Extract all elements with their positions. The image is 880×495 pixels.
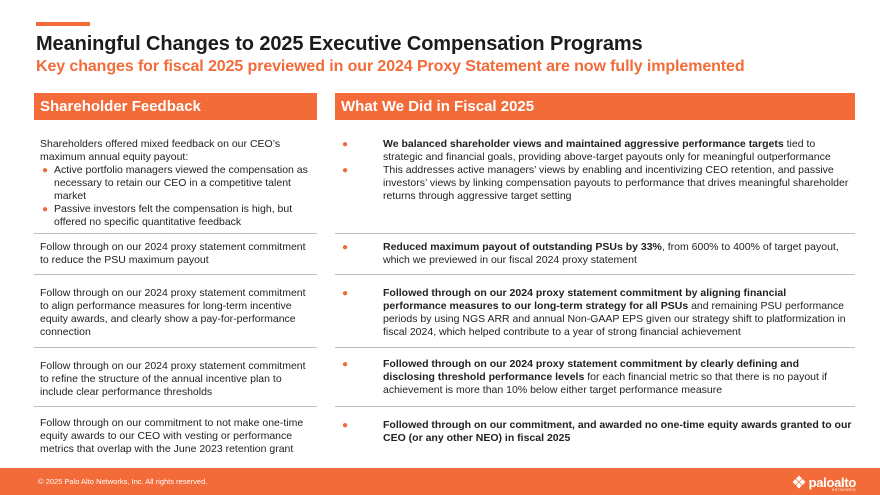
bullet-icon: ● [342,242,349,253]
what-we-did-header: What We Did in Fiscal 2025 [335,93,855,120]
bullet-icon: ● [42,204,49,215]
list-item: ● We balanced shareholder views and maint… [342,138,831,163]
row-divider [34,347,317,348]
row-divider [335,347,855,348]
row-1-feedback: Shareholders offered mixed feedback on o… [40,138,310,229]
row-3-feedback: Follow through on our 2024 proxy stateme… [40,287,306,338]
bullet-icon: ● [342,420,349,431]
list-item: ● Passive investors felt the compensation… [42,203,293,228]
paloalto-logo-icon [792,475,806,489]
row-1-feedback-intro: Shareholders offered mixed feedback on o… [40,138,281,163]
shareholder-feedback-header: Shareholder Feedback [34,93,317,120]
footer-bar: © 2025 Palo Alto Networks, Inc. All righ… [0,468,880,495]
row-3-action: ● Followed through on our 2024 proxy stat… [340,287,852,339]
row-2-feedback: Follow through on our 2024 proxy stateme… [40,241,306,266]
copyright-text: © 2025 Palo Alto Networks, Inc. All righ… [38,477,208,486]
row-5-feedback: Follow through on our commitment to not … [40,417,304,455]
row-1-feedback-list: ● Active portfolio managers viewed the co… [40,164,310,229]
list-item: ● Followed through on our 2024 proxy stat… [342,287,846,338]
row-1-action-list: ● We balanced shareholder views and maint… [340,138,852,203]
list-item: ● This addresses active managers’ views b… [342,164,849,202]
row-4-feedback: Follow through on our 2024 proxy stateme… [40,360,306,398]
page-title: Meaningful Changes to 2025 Executive Com… [36,33,643,55]
bullet-icon: ● [342,139,349,150]
row-1-action: ● We balanced shareholder views and maint… [340,138,852,203]
row-2-action: ● Reduced maximum payout of outstanding P… [340,241,852,267]
row-divider [335,406,855,407]
bullet-icon: ● [42,165,49,176]
logo-wordmark: paloalto [808,474,857,490]
list-item: ● Reduced maximum payout of outstanding P… [342,241,839,266]
row-divider [34,406,317,407]
list-item: ● Followed through on our 2024 proxy stat… [342,358,828,396]
row-5-action: ● Followed through on our commitment, and… [340,419,852,445]
list-item: ● Followed through on our commitment, and… [342,419,852,444]
row-divider [34,233,317,234]
bullet-icon: ● [342,165,349,176]
accent-bar [36,22,90,26]
paloalto-logo: paloalto NETWORKS [792,473,857,492]
row-4-action: ● Followed through on our 2024 proxy stat… [340,358,852,397]
row-divider [34,274,317,275]
bullet-icon: ● [342,288,349,299]
list-item: ● Active portfolio managers viewed the co… [42,164,308,202]
bullet-icon: ● [342,359,349,370]
page-subtitle: Key changes for fiscal 2025 previewed in… [36,58,745,75]
row-divider [335,274,855,275]
row-divider [335,233,855,234]
logo-subtext: NETWORKS [831,488,856,492]
